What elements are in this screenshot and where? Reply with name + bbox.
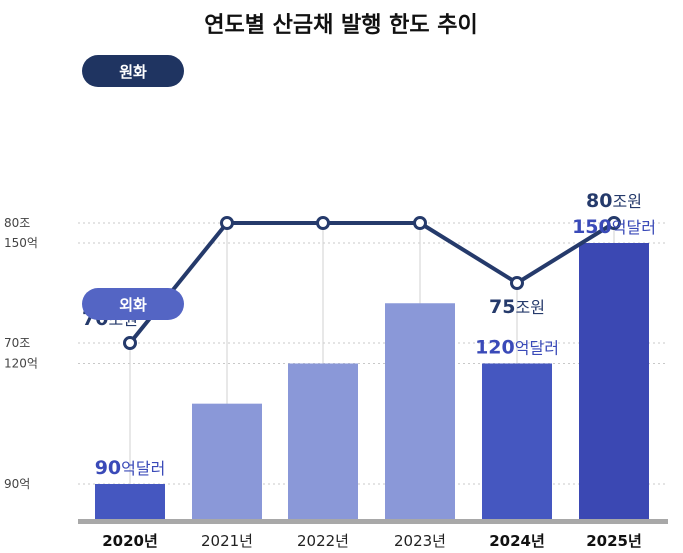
bar-2024년 bbox=[482, 363, 552, 519]
line-series bbox=[123, 216, 621, 350]
y-tick-label-4: 90억 bbox=[4, 477, 30, 491]
y-tick-label-3: 120억 bbox=[4, 357, 38, 371]
line-point-2025년 bbox=[607, 216, 621, 230]
y-tick-label-2: 150억 bbox=[4, 236, 38, 250]
x-tick-label-2025년: 2025년 bbox=[586, 532, 642, 550]
bar-data-label-2024년-unit: 억달러 bbox=[515, 339, 559, 358]
y-tick-label-1: 70조 bbox=[4, 336, 30, 350]
line-data-label-2025년-unit: 조원 bbox=[613, 192, 642, 211]
bar-2025년 bbox=[579, 243, 649, 519]
bar-data-label-2024년: 120억달러 bbox=[475, 337, 559, 359]
x-axis: 2020년 2021년 2022년 2023년 2024년 2025년 bbox=[78, 519, 668, 550]
legend-pill-fx: 외화 bbox=[82, 288, 184, 320]
series-line-krw bbox=[128, 221, 616, 345]
line-point-2021년 bbox=[220, 216, 234, 230]
legend-pill-fx-bg bbox=[82, 288, 184, 320]
legend-pill-krw-bg bbox=[82, 55, 184, 87]
line-data-label-2025년-num: 80 bbox=[586, 190, 612, 212]
line-point-2020년 bbox=[123, 336, 137, 350]
bar-data-label-2025년-num: 150 bbox=[572, 216, 612, 238]
bar-2021년 bbox=[192, 403, 262, 519]
bar-2023년 bbox=[385, 303, 455, 519]
bar-series bbox=[95, 243, 649, 519]
bar-data-label-2020년: 90억달러 bbox=[95, 457, 166, 479]
bar-data-label-2025년-unit: 억달러 bbox=[612, 218, 656, 237]
bar-data-label-2025년: 150억달러 bbox=[572, 216, 656, 238]
line-point-2022년 bbox=[316, 216, 330, 230]
legend-pill-krw: 원화 bbox=[82, 55, 184, 87]
y-tick-label-0: 80조 bbox=[4, 216, 30, 230]
bar-2022년 bbox=[288, 363, 358, 519]
bar-data-label-2020년-num: 90 bbox=[95, 457, 121, 479]
bar-2020년 bbox=[95, 484, 165, 519]
x-tick-label-2020년: 2020년 bbox=[102, 532, 158, 550]
line-data-label-2025년: 80조원 bbox=[586, 190, 642, 212]
y-ticks: 80조 70조 150억 120억 90억 bbox=[4, 216, 38, 491]
line-point-2024년 bbox=[510, 276, 524, 290]
x-axis-line bbox=[78, 519, 668, 524]
bar-data-label-2024년-num: 120 bbox=[475, 337, 515, 359]
x-tick-label-2022년: 2022년 bbox=[297, 532, 349, 550]
legend-pill-krw-label: 원화 bbox=[119, 63, 147, 81]
line-data-label-2024년: 75조원 bbox=[489, 296, 545, 318]
x-tick-label-2024년: 2024년 bbox=[489, 532, 545, 550]
legend-pill-fx-label: 외화 bbox=[119, 296, 147, 314]
line-data-label-2024년-num: 75 bbox=[489, 296, 515, 318]
bar-data-label-2020년-unit: 억달러 bbox=[121, 459, 165, 478]
chart-title: 연도별 산금채 발행 한도 추이 bbox=[204, 13, 478, 38]
x-tick-label-2023년: 2023년 bbox=[394, 532, 446, 550]
line-data-label-2024년-unit: 조원 bbox=[516, 298, 545, 317]
line-point-2023년 bbox=[413, 216, 427, 230]
data-labels: 70조원75조원80조원90억달러120억달러150억달러 bbox=[82, 190, 656, 479]
x-tick-label-2021년: 2021년 bbox=[201, 532, 253, 550]
